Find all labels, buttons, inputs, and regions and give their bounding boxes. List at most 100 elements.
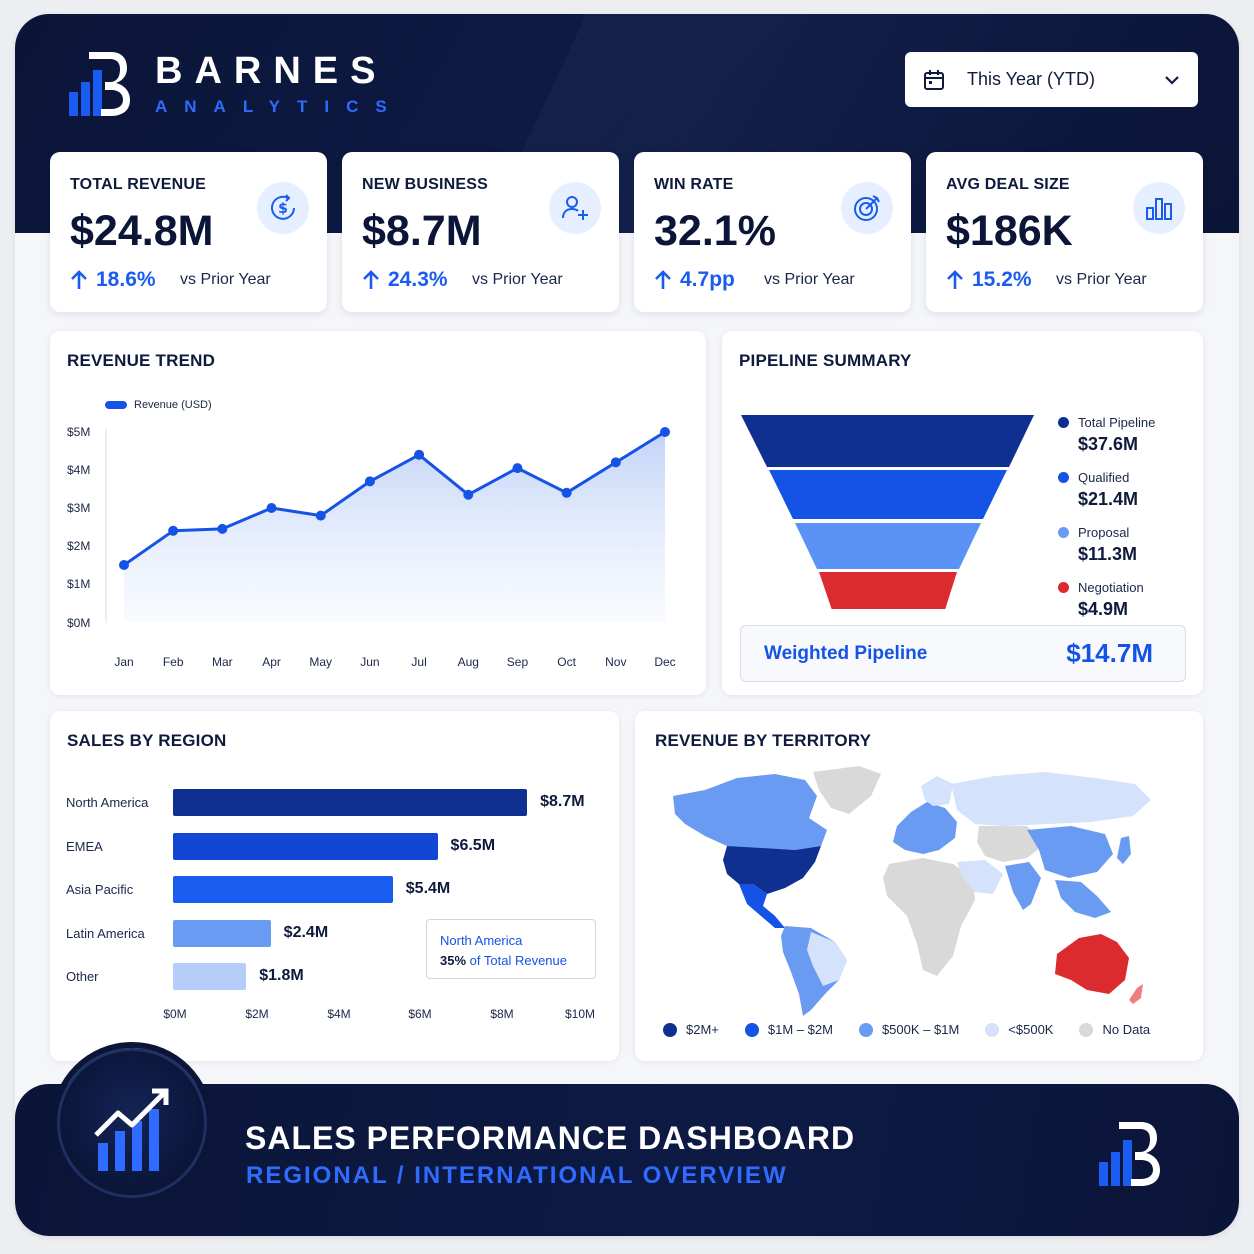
map-region-central-asia	[977, 826, 1045, 862]
bar-value-label: $5.4M	[405, 880, 451, 897]
region-bar-other[interactable]	[173, 963, 247, 990]
kpi-card-win-rate[interactable]: WIN RATE 32.1% 4.7pp vs Prior Year	[634, 152, 911, 312]
legend-dot	[985, 1022, 1000, 1037]
callout-percent: 35%	[440, 953, 467, 968]
footer-subtitle: REGIONAL / INTERNATIONAL OVERVIEW	[246, 1162, 788, 1189]
map-region-middle-east	[957, 860, 1003, 894]
legend-dot	[1058, 417, 1069, 428]
legend-label: $1M – $2M	[767, 1022, 833, 1037]
arrow-up-icon	[363, 270, 379, 289]
data-point-dec[interactable]	[660, 427, 670, 437]
kpi-card-new-business[interactable]: NEW BUSINESS $8.7M 24.3% vs Prior Year	[342, 152, 619, 312]
map-region-japan	[1117, 836, 1131, 864]
revenue-line	[123, 430, 666, 567]
stage-name: Total Pipeline	[1078, 415, 1156, 430]
x-tick: $0M	[163, 1007, 187, 1021]
funnel-stage-negotiation	[819, 572, 957, 609]
brand-name: BARNES	[155, 50, 388, 92]
pipeline-funnel-chart	[741, 415, 1034, 609]
footer-title: SALES PERFORMANCE DASHBOARD	[245, 1120, 856, 1156]
kpi-title: WIN RATE	[654, 176, 734, 193]
kpi-value: $24.8M	[70, 207, 214, 255]
footer-banner	[15, 1084, 1239, 1236]
kpi-delta: 24.3%	[388, 268, 448, 291]
x-tick: Sep	[506, 655, 529, 669]
data-point-may[interactable]	[315, 510, 326, 521]
y-tick: $0M	[67, 616, 91, 630]
stage-name: Proposal	[1078, 525, 1130, 540]
period-dropdown[interactable]: This Year (YTD)	[905, 52, 1198, 107]
x-tick: Dec	[654, 655, 676, 669]
data-point-aug[interactable]	[463, 489, 474, 500]
sales-by-region-card: SALES BY REGION North America $8.7M EMEA $6…	[50, 711, 619, 1061]
revenue-legend: Revenue (USD)	[105, 399, 212, 411]
revenue-trend-chart	[105, 427, 670, 623]
territory-title: REVENUE BY TERRITORY	[655, 731, 872, 750]
x-tick: $8M	[490, 1007, 514, 1021]
kpi-delta: 4.7pp	[680, 268, 735, 291]
stage-name: Negotiation	[1078, 580, 1144, 595]
legend-label: No Data	[1102, 1022, 1151, 1037]
growth-chart-icon	[94, 1088, 169, 1171]
legend-label: $500K – $1M	[881, 1022, 960, 1037]
x-tick: $6M	[408, 1007, 432, 1021]
region-bar-emea[interactable]	[173, 832, 438, 860]
calendar-icon	[924, 69, 944, 90]
data-point-apr[interactable]	[266, 503, 277, 513]
x-tick: Jan	[114, 655, 134, 669]
region-label: Other	[66, 969, 99, 984]
region-label: EMEA	[66, 838, 103, 854]
brand-logo: BARNES ANALYTICS	[67, 48, 404, 120]
pipeline-title: PIPELINE SUMMARY	[739, 351, 912, 370]
region-callout: North America 35% of Total Revenue	[426, 919, 596, 979]
pipeline-summary-card: PIPELINE SUMMARY Total Pipeline $37.6M Q…	[722, 331, 1203, 695]
region-bar-north-america[interactable]	[173, 789, 528, 816]
legend-dot	[1058, 582, 1069, 593]
region-bar-latin-america[interactable]	[173, 919, 271, 947]
data-point-jan[interactable]	[119, 560, 129, 570]
footer-badge	[57, 1048, 207, 1198]
barnes-logo-icon	[69, 52, 130, 116]
data-point-jul[interactable]	[414, 449, 425, 460]
pipeline-legend-qualified: Qualified $21.4M	[1058, 470, 1138, 510]
region-bar-asia-pacific[interactable]	[173, 876, 393, 903]
y-tick: $3M	[67, 501, 91, 515]
weighted-pipeline-label: Weighted Pipeline	[764, 642, 928, 664]
x-tick: $4M	[327, 1007, 351, 1021]
x-tick: Nov	[605, 655, 627, 669]
kpi-card-avg-deal-size[interactable]: AVG DEAL SIZE $186K 15.2% vs Prior Year	[926, 152, 1203, 312]
x-tick: $2M	[245, 1007, 269, 1021]
y-tick: $2M	[67, 539, 91, 553]
kpi-title: TOTAL REVENUE	[70, 176, 206, 193]
data-point-sep[interactable]	[512, 463, 523, 474]
legend-label: Revenue (USD)	[134, 399, 212, 411]
map-region-greenland	[813, 766, 881, 814]
stage-value: $4.9M	[1078, 599, 1129, 619]
stage-value: $37.6M	[1078, 434, 1139, 454]
bar-value-label: $6.5M	[450, 836, 496, 854]
data-point-oct[interactable]	[561, 487, 572, 498]
funnel-stage-proposal	[795, 523, 981, 569]
dollar-icon: $	[257, 182, 309, 234]
data-point-nov[interactable]	[610, 457, 621, 468]
arrow-up-icon	[655, 270, 671, 289]
region-label: North America	[66, 795, 149, 810]
x-tick: Mar	[212, 655, 233, 669]
kpi-comparison: vs Prior Year	[764, 271, 855, 288]
barnes-logo-icon	[1099, 1122, 1160, 1186]
legend-dot	[1058, 472, 1069, 483]
x-tick: Jun	[360, 655, 380, 669]
weighted-pipeline-value: $14.7M	[1066, 638, 1153, 668]
data-point-feb[interactable]	[168, 525, 179, 536]
map-region-australia	[1055, 934, 1129, 994]
map-region-canada	[673, 774, 827, 850]
revenue-trend-card: REVENUE TREND Revenue (USD) $5M $4M $3M …	[50, 331, 706, 695]
arrow-up-icon	[947, 270, 963, 289]
x-tick: Aug	[457, 655, 479, 669]
data-point-jun[interactable]	[364, 476, 375, 487]
kpi-comparison: vs Prior Year	[472, 271, 563, 288]
map-region-china	[1027, 826, 1113, 878]
data-point-mar[interactable]	[217, 523, 228, 534]
kpi-card-total-revenue[interactable]: TOTAL REVENUE $24.8M 18.6% vs Prior Year…	[50, 152, 327, 312]
map-region-russia	[951, 772, 1151, 826]
